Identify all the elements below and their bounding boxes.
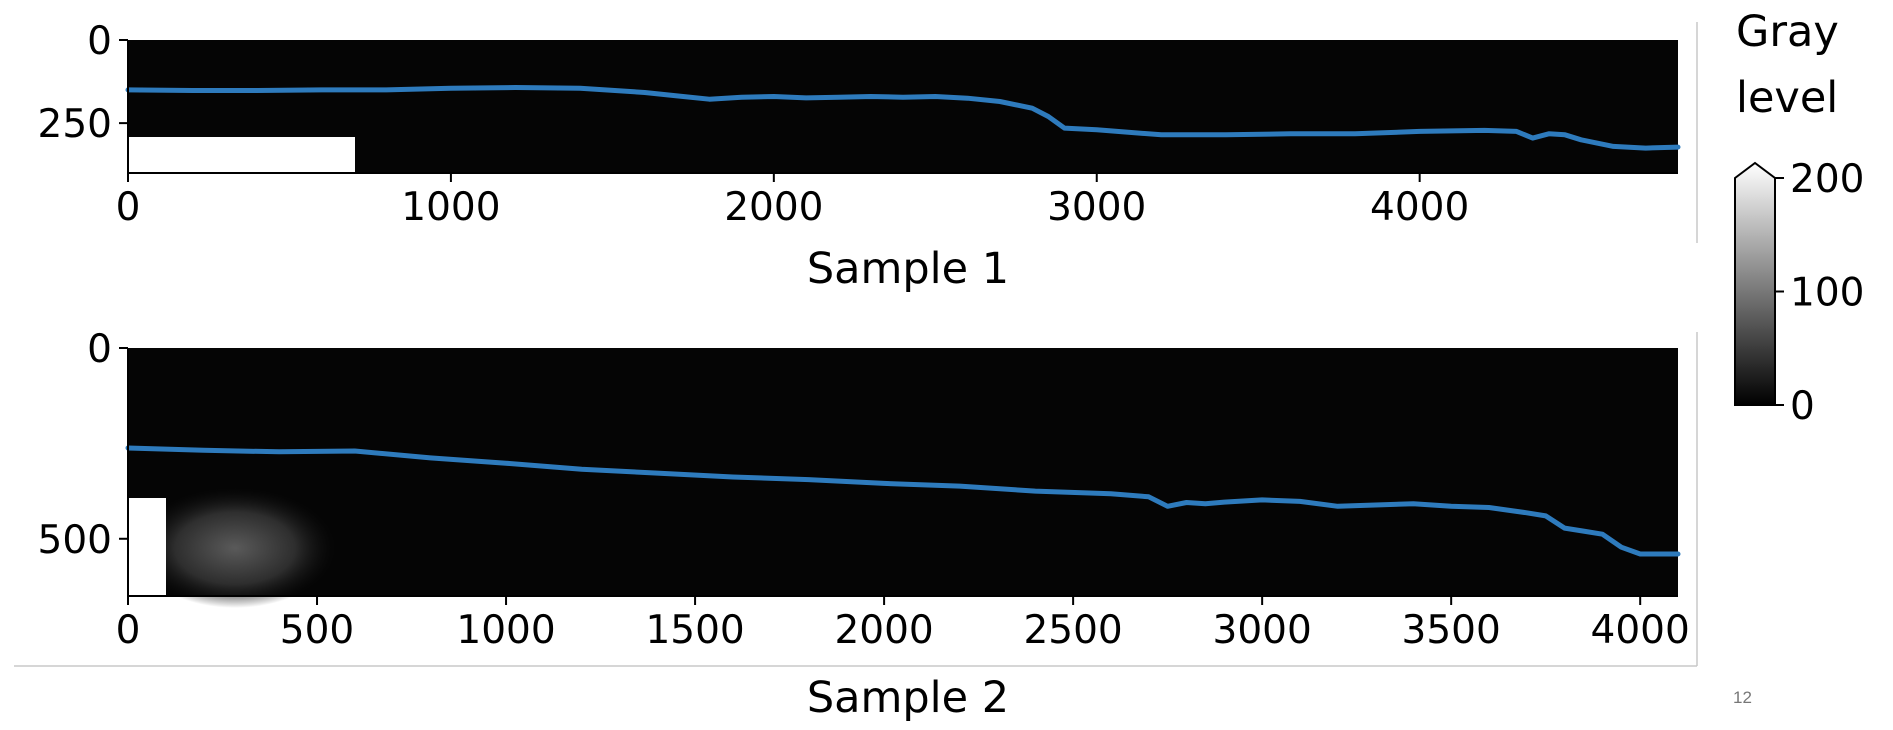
x-tick-label: 4000 [1591, 608, 1690, 653]
y-tick-label: 0 [87, 327, 112, 372]
x-tick-label: 0 [116, 185, 141, 230]
interface-line-sample-2 [125, 445, 1681, 557]
colorbar-tick-label: 100 [1790, 271, 1864, 316]
bright-region-sample-2 [135, 488, 335, 608]
caption-sample-1: Sample 1 [807, 244, 1009, 294]
colorbar-tick-label: 200 [1790, 157, 1864, 202]
x-tick-label: 2000 [724, 185, 823, 230]
scale-bar-sample-2 [128, 498, 166, 596]
x-tick-label: 1000 [456, 608, 555, 653]
x-tick-label: 2500 [1023, 608, 1122, 653]
colorbar-gradient [1734, 161, 1776, 406]
y-tick-label: 250 [38, 102, 112, 147]
image-area-sample-2 [128, 348, 1678, 596]
interface-line-sample-1 [125, 85, 1681, 151]
colorbar-tick-label: 0 [1790, 384, 1815, 429]
y-tick-label: 500 [38, 518, 112, 563]
x-tick-label: 0 [116, 608, 141, 653]
x-tick-label: 3500 [1402, 608, 1501, 653]
x-tick-label: 3000 [1213, 608, 1312, 653]
x-tick-label: 500 [280, 608, 354, 653]
plot-marks-sample-1 [125, 85, 1681, 151]
x-tick-label: 3000 [1047, 185, 1146, 230]
x-tick-label: 2000 [834, 608, 933, 653]
colorbar: Gray level 200 100 0 [1734, 7, 1864, 429]
colorbar-title-line2: level [1736, 73, 1838, 123]
x-tick-label: 1500 [645, 608, 744, 653]
plot-marks-sample-2 [125, 445, 1681, 557]
x-tick-label: 4000 [1370, 185, 1469, 230]
x-tick-label: 1000 [401, 185, 500, 230]
colorbar-title-line1: Gray [1736, 7, 1839, 57]
colorbar-ticks: 200 100 0 [1775, 157, 1864, 429]
page-number: 12 [1733, 688, 1752, 707]
scale-bar-sample-1 [128, 137, 355, 173]
image-area-sample-1 [128, 40, 1678, 173]
caption-sample-2: Sample 2 [807, 673, 1009, 723]
y-tick-label: 0 [87, 19, 112, 64]
